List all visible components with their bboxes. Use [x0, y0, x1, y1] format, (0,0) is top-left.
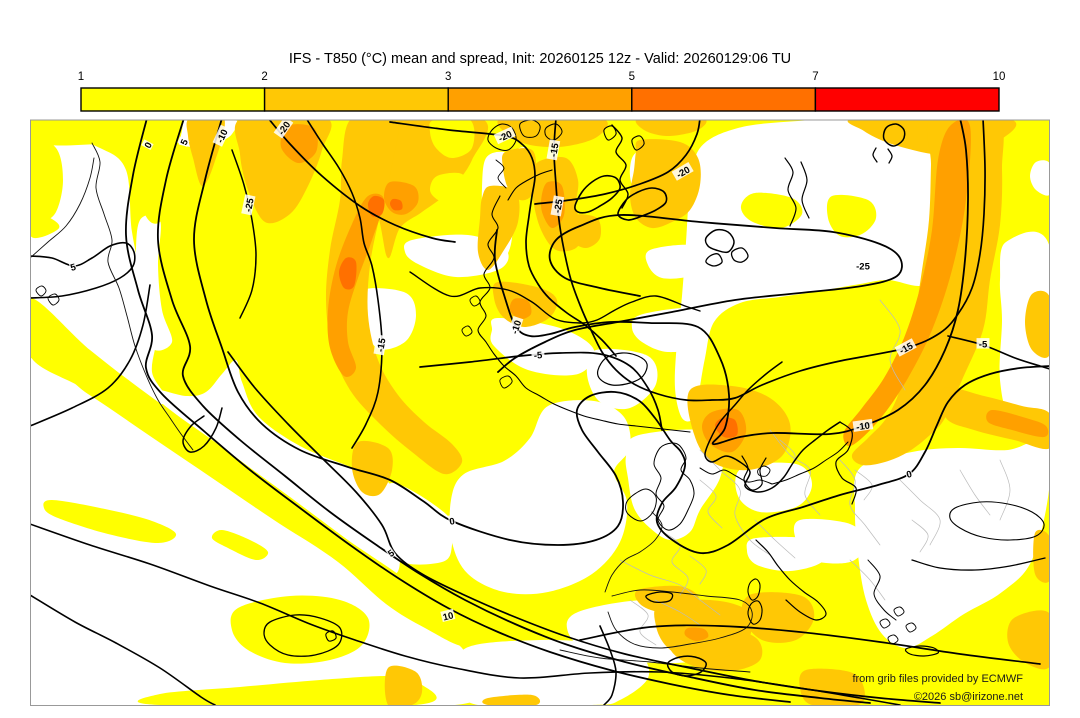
svg-text:-25: -25: [552, 198, 565, 214]
svg-text:-10: -10: [215, 128, 231, 145]
svg-text:-20: -20: [497, 129, 514, 145]
svg-text:-25: -25: [243, 197, 257, 213]
svg-text:-15: -15: [375, 337, 388, 353]
svg-text:7: 7: [812, 71, 818, 83]
svg-text:-10: -10: [510, 319, 525, 335]
svg-text:-5: -5: [533, 350, 543, 362]
svg-text:5: 5: [386, 547, 397, 559]
svg-text:5: 5: [179, 137, 192, 147]
svg-text:3: 3: [445, 71, 451, 83]
svg-text:0: 0: [449, 516, 456, 528]
svg-text:0: 0: [143, 141, 155, 151]
svg-text:1: 1: [78, 71, 84, 83]
svg-text:from grib files provided by EC: from grib files provided by ECMWF: [852, 673, 1023, 685]
svg-text:©2026 sb@irizone.net: ©2026 sb@irizone.net: [914, 691, 1023, 703]
svg-text:5: 5: [629, 71, 635, 83]
svg-text:-5: -5: [979, 339, 988, 350]
svg-text:0: 0: [905, 469, 913, 481]
svg-text:10: 10: [442, 610, 455, 623]
svg-text:-10: -10: [856, 421, 871, 434]
svg-text:2: 2: [261, 71, 267, 83]
svg-text:IFS - T850 (°C) mean and sprea: IFS - T850 (°C) mean and spread, Init: 2…: [289, 51, 791, 67]
svg-text:-25: -25: [856, 261, 870, 272]
svg-text:-15: -15: [548, 142, 561, 158]
svg-text:5: 5: [69, 262, 78, 274]
svg-text:10: 10: [993, 71, 1006, 83]
